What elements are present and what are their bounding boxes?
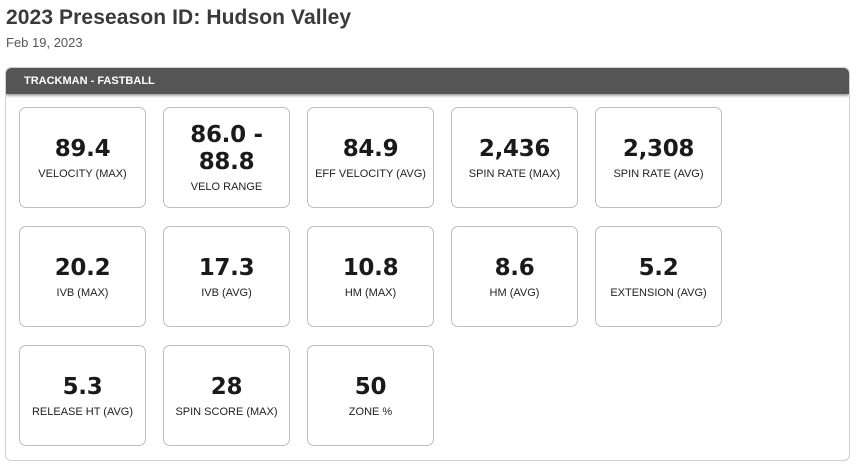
stat-label: HM (MAX) — [344, 286, 397, 299]
stat-value: 5.2 — [638, 254, 679, 281]
stat-card-spin-rate-max: 2,436 SPIN RATE (MAX) — [451, 107, 578, 208]
stat-value: 84.9 — [342, 135, 399, 162]
stat-value: 50 — [354, 373, 387, 400]
stat-label: SPIN SCORE (MAX) — [175, 405, 278, 418]
stat-value: 5.3 — [62, 373, 103, 400]
stat-value: 17.3 — [198, 254, 255, 281]
stat-value: 2,436 — [478, 135, 551, 162]
stat-value: 10.8 — [342, 254, 399, 281]
stat-card-extension-avg: 5.2 EXTENSION (AVG) — [595, 226, 722, 327]
stat-card-release-ht-avg: 5.3 RELEASE HT (AVG) — [19, 345, 146, 446]
stat-label: EXTENSION (AVG) — [610, 286, 707, 299]
stat-card-velo-range: 86.0 - 88.8 VELO RANGE — [163, 107, 290, 208]
stat-value: 28 — [210, 373, 243, 400]
stat-label: SPIN RATE (AVG) — [613, 167, 704, 180]
trackman-fastball-panel: TRACKMAN - FASTBALL 89.4 VELOCITY (MAX) … — [5, 67, 850, 461]
stat-card-ivb-avg: 17.3 IVB (AVG) — [163, 226, 290, 327]
event-date: Feb 19, 2023 — [6, 35, 83, 50]
stat-label: ZONE % — [348, 405, 393, 418]
page-title: 2023 Preseason ID: Hudson Valley — [6, 6, 352, 29]
stats-grid: 89.4 VELOCITY (MAX) 86.0 - 88.8 VELO RAN… — [19, 107, 722, 446]
stat-label: IVB (MAX) — [56, 286, 109, 299]
stat-card-hm-avg: 8.6 HM (AVG) — [451, 226, 578, 327]
stat-label: EFF VELOCITY (AVG) — [315, 167, 426, 180]
stat-label: SPIN RATE (MAX) — [468, 167, 561, 180]
stat-value: 86.0 - 88.8 — [190, 122, 263, 175]
stat-card-spin-rate-avg: 2,308 SPIN RATE (AVG) — [595, 107, 722, 208]
stat-label: RELEASE HT (AVG) — [31, 405, 134, 418]
stat-label: VELO RANGE — [190, 181, 263, 193]
panel-header: TRACKMAN - FASTBALL — [6, 68, 849, 94]
stat-value: 20.2 — [54, 254, 111, 281]
stat-label: IVB (AVG) — [201, 286, 252, 299]
stat-card-eff-velocity-avg: 84.9 EFF VELOCITY (AVG) — [307, 107, 434, 208]
stat-card-ivb-max: 20.2 IVB (MAX) — [19, 226, 146, 327]
stat-card-hm-max: 10.8 HM (MAX) — [307, 226, 434, 327]
stat-value: 89.4 — [54, 135, 111, 162]
stat-card-velocity-max: 89.4 VELOCITY (MAX) — [19, 107, 146, 208]
stat-card-spin-score-max: 28 SPIN SCORE (MAX) — [163, 345, 290, 446]
stat-value: 2,308 — [622, 135, 695, 162]
stat-card-zone-percent: 50 ZONE % — [307, 345, 434, 446]
stat-value: 8.6 — [494, 254, 535, 281]
stat-label: VELOCITY (MAX) — [38, 167, 127, 180]
stat-label: HM (AVG) — [489, 286, 540, 299]
